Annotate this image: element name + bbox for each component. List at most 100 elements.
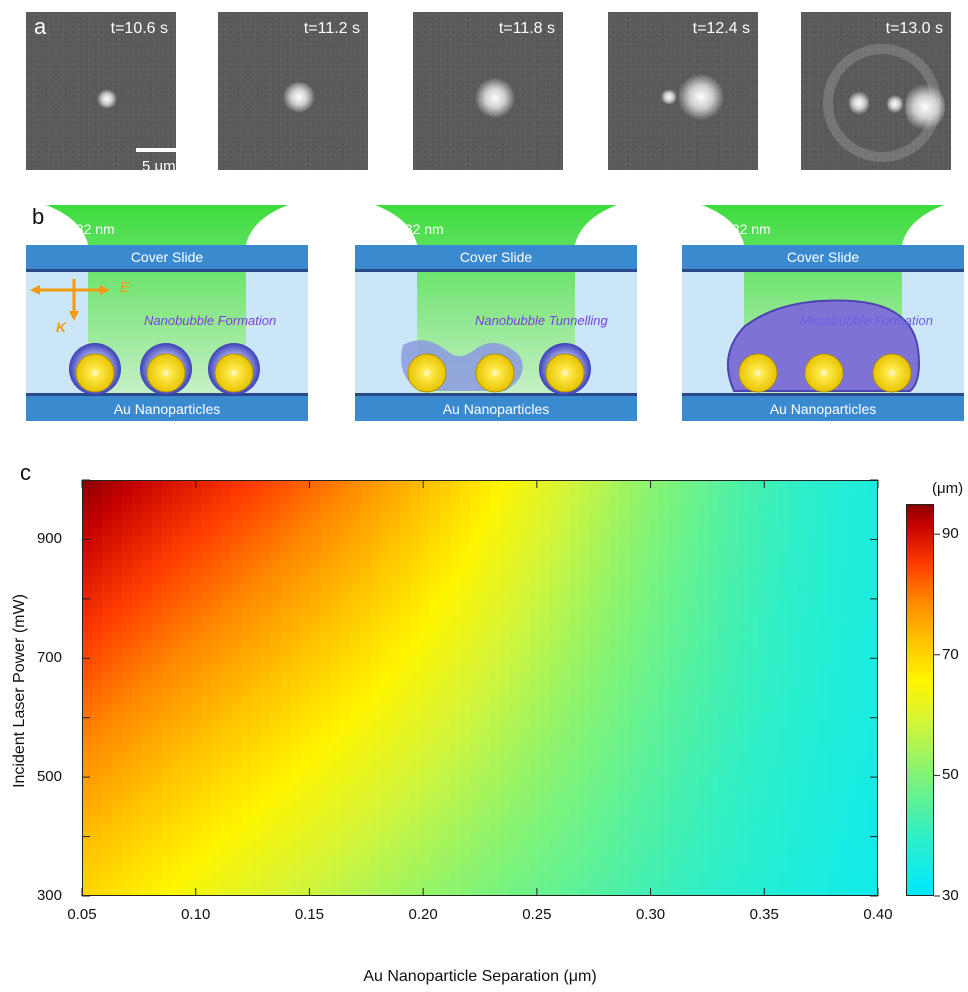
heatmap-cell xyxy=(639,576,650,585)
heatmap-cell xyxy=(718,752,730,761)
heatmap-cell xyxy=(360,856,372,865)
heatmap-cell xyxy=(201,616,212,625)
heatmap-cell xyxy=(370,560,382,569)
heatmap-cell xyxy=(639,688,650,697)
heatmap-cell xyxy=(450,512,461,521)
heatmap-cell xyxy=(131,840,143,849)
heatmap-cell xyxy=(261,656,272,665)
heatmap-cell xyxy=(211,704,222,713)
heatmap-cell xyxy=(340,760,352,769)
heatmap-cell xyxy=(659,712,670,721)
heatmap-cell xyxy=(728,632,740,641)
heatmap-cell xyxy=(400,736,411,745)
heatmap-cell xyxy=(271,648,282,657)
heatmap-cell xyxy=(659,760,670,769)
heatmap-cell xyxy=(669,864,680,873)
heatmap-cell xyxy=(460,760,471,769)
heatmap-cell xyxy=(330,792,342,801)
heatmap-cell xyxy=(171,608,183,617)
heatmap-cell xyxy=(828,624,839,633)
heatmap-cell xyxy=(639,696,650,705)
heatmap-cell xyxy=(300,744,312,753)
heatmap-cell xyxy=(768,480,780,489)
heatmap-cell xyxy=(241,592,252,601)
heatmap-cell xyxy=(559,640,571,649)
heatmap-cell xyxy=(310,640,322,649)
heatmap-cell xyxy=(221,664,232,673)
heatmap-cell xyxy=(290,880,302,889)
heatmap-cell xyxy=(480,696,491,705)
heatmap-cell xyxy=(121,792,133,801)
heatmap-cell xyxy=(708,808,720,817)
heatmap-cell xyxy=(310,608,322,617)
heatmap-cell xyxy=(241,752,252,761)
heatmap-cell xyxy=(410,640,421,649)
heatmap-cell xyxy=(241,832,252,841)
heatmap-cell xyxy=(111,792,123,801)
heatmap-cell xyxy=(589,712,600,721)
heatmap-cell xyxy=(141,496,153,505)
heatmap-cell xyxy=(688,776,700,785)
substrate-label: Au Nanoparticles xyxy=(442,401,550,417)
heatmap-cell xyxy=(499,480,511,489)
heatmap-cell xyxy=(649,800,660,809)
heatmap-cell xyxy=(619,488,630,497)
heatmap-cell xyxy=(440,792,451,801)
heatmap-cell xyxy=(460,832,471,841)
heatmap-cell xyxy=(599,888,610,896)
heatmap-cell xyxy=(350,696,362,705)
heatmap-cell xyxy=(499,704,511,713)
heatmap-cell xyxy=(619,504,630,513)
heatmap-cell xyxy=(181,560,193,569)
heatmap-cell xyxy=(688,608,700,617)
heatmap-cell xyxy=(131,712,143,721)
heatmap-cell xyxy=(808,680,819,689)
heatmap-cell xyxy=(410,664,421,673)
heatmap-cell xyxy=(201,488,212,497)
heatmap-cell xyxy=(798,680,809,689)
heatmap-cell xyxy=(460,696,471,705)
heatmap-cell xyxy=(808,848,819,857)
heatmap-cell xyxy=(659,720,670,729)
heatmap-cell xyxy=(460,664,471,673)
heatmap-cell xyxy=(450,584,461,593)
heatmap-cell xyxy=(151,584,163,593)
heatmap-cell xyxy=(290,680,302,689)
heatmap-cell xyxy=(350,576,362,585)
schematic-nanobubble-formation: 532 nm Cover Slide E K Nanobubble Format… xyxy=(26,205,308,423)
heatmap-cell xyxy=(649,824,660,833)
heatmap-cell xyxy=(778,728,790,737)
heatmap-cell xyxy=(659,888,670,896)
heatmap-cell xyxy=(271,800,282,809)
heatmap-cell xyxy=(808,784,819,793)
heatmap-cell xyxy=(589,760,600,769)
heatmap-cell xyxy=(340,872,352,881)
heatmap-cell xyxy=(728,576,740,585)
heatmap-cell xyxy=(629,488,640,497)
heatmap-cell xyxy=(161,760,173,769)
heatmap-cell xyxy=(131,864,143,873)
heatmap-cell xyxy=(320,776,332,785)
heatmap-cell xyxy=(111,808,123,817)
heatmap-cell xyxy=(688,872,700,881)
heatmap-cell xyxy=(509,544,521,553)
heatmap-cell xyxy=(340,792,352,801)
heatmap-cell xyxy=(151,840,163,849)
heatmap-cell xyxy=(440,808,451,817)
heatmap-cell xyxy=(101,824,113,833)
heatmap-cell xyxy=(171,576,183,585)
heatmap-cell xyxy=(748,488,760,497)
heatmap-cell xyxy=(579,528,591,537)
heatmap-cell xyxy=(728,520,740,529)
heatmap-cell xyxy=(171,560,183,569)
heatmap-cell xyxy=(221,800,232,809)
heatmap-cell xyxy=(788,528,799,537)
heatmap-cell xyxy=(440,504,451,513)
heatmap-cell xyxy=(420,608,431,617)
heatmap-cell xyxy=(848,656,859,665)
heatmap-cell xyxy=(221,648,232,657)
heatmap-cell xyxy=(181,656,193,665)
heatmap-cell xyxy=(201,760,212,769)
heatmap-cell xyxy=(619,576,630,585)
heatmap-cell xyxy=(221,536,232,545)
